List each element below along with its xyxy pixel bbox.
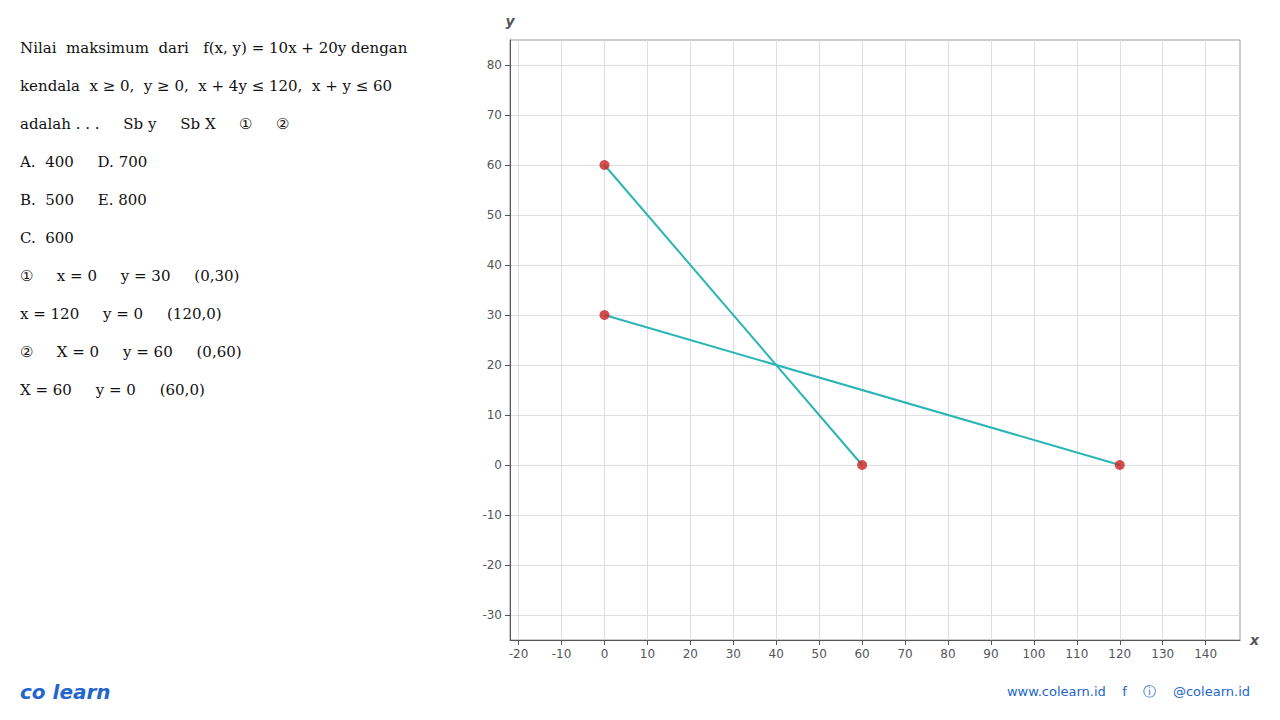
svg-text:120: 120: [1108, 647, 1131, 661]
svg-text:80: 80: [487, 58, 502, 72]
svg-text:① x = 0 y = 30 (0,: ① x = 0 y = 30 (0,30): [20, 267, 239, 285]
svg-text:-30: -30: [482, 608, 502, 622]
svg-text:20: 20: [683, 647, 698, 661]
svg-text:10: 10: [640, 647, 655, 661]
svg-text:0: 0: [601, 647, 609, 661]
svg-text:30: 30: [726, 647, 741, 661]
svg-text:adalah . . . Sb y Sb X: adalah . . . Sb y Sb X ① ②: [20, 115, 289, 133]
svg-text:10: 10: [487, 408, 502, 422]
svg-text:60: 60: [487, 158, 502, 172]
svg-text:x = 120 y = 0 (120,0): x = 120 y = 0 (120,0): [20, 305, 222, 323]
svg-text:y: y: [505, 13, 515, 29]
svg-text:100: 100: [1022, 647, 1045, 661]
svg-text:x: x: [1249, 632, 1260, 648]
svg-text:-10: -10: [552, 647, 572, 661]
svg-text:-10: -10: [482, 508, 502, 522]
svg-text:50: 50: [487, 208, 502, 222]
svg-text:A. 400 D. 700: A. 400 D. 700: [19, 153, 147, 171]
svg-text:110: 110: [1065, 647, 1088, 661]
svg-text:co learn: co learn: [20, 680, 111, 704]
svg-text:40: 40: [769, 647, 784, 661]
svg-text:kendala x ≥ 0, y ≥ 0, x + 4: kendala x ≥ 0, y ≥ 0, x + 4y ≤ 120, x + …: [20, 77, 392, 95]
svg-text:70: 70: [487, 108, 502, 122]
svg-text:20: 20: [487, 358, 502, 372]
svg-text:70: 70: [897, 647, 912, 661]
svg-text:www.colearn.id f ⓘ @c: www.colearn.id f ⓘ @colearn.id: [1007, 684, 1250, 699]
svg-text:-20: -20: [482, 558, 502, 572]
svg-text:B. 500 E. 800: B. 500 E. 800: [20, 191, 147, 209]
svg-text:30: 30: [487, 308, 502, 322]
svg-text:130: 130: [1151, 647, 1174, 661]
svg-text:40: 40: [487, 258, 502, 272]
svg-text:C. 600: C. 600: [20, 229, 74, 247]
svg-text:90: 90: [983, 647, 998, 661]
svg-text:0: 0: [494, 458, 502, 472]
svg-text:80: 80: [940, 647, 955, 661]
svg-text:50: 50: [812, 647, 827, 661]
svg-text:-20: -20: [509, 647, 529, 661]
svg-text:60: 60: [854, 647, 869, 661]
svg-text:Nilai maksimum dari f(x, y: Nilai maksimum dari f(x, y) = 10x + 20y …: [20, 39, 408, 57]
svg-text:140: 140: [1194, 647, 1217, 661]
svg-text:② X = 0 y = 60 (0,: ② X = 0 y = 60 (0,60): [20, 343, 242, 361]
svg-text:X = 60 y = 0 (60,0): X = 60 y = 0 (60,0): [20, 381, 205, 399]
